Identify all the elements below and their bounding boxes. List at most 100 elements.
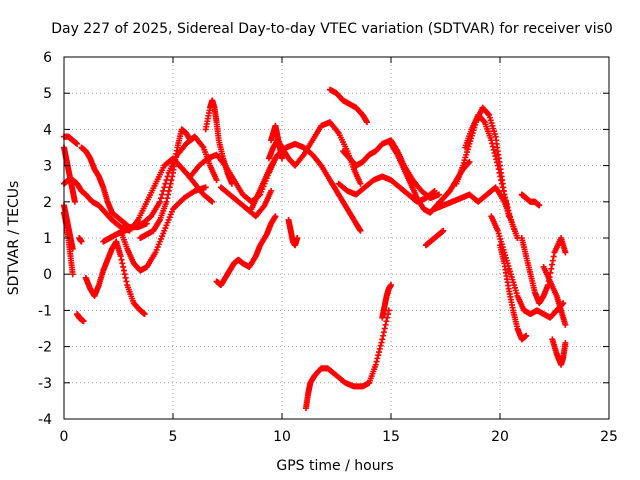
data-point	[376, 349, 383, 356]
data-point	[163, 198, 170, 205]
series-track-32	[497, 242, 530, 343]
data-point	[213, 177, 220, 184]
data-point	[489, 143, 496, 150]
y-tick-label: -4	[38, 412, 52, 428]
data-point	[503, 201, 510, 208]
x-axis-label: GPS time / hours	[276, 458, 393, 474]
series-track-22	[379, 282, 394, 321]
x-tick-label: 15	[382, 429, 400, 445]
y-tick-label: -1	[38, 303, 52, 319]
data-point	[383, 318, 390, 325]
data-point	[498, 180, 505, 187]
y-tick-label: -3	[38, 376, 52, 392]
data-point	[388, 282, 394, 289]
data-point	[74, 140, 81, 147]
series-track-26	[388, 140, 473, 216]
axis-ticks: 0 5 10 15 20 25 -4 -3 -2 -1 0 1 2 3 4 5 6	[38, 50, 618, 445]
data-point	[202, 184, 209, 191]
data-point	[385, 307, 392, 314]
data-point	[502, 194, 509, 201]
data-point	[191, 133, 198, 140]
data-point	[499, 184, 506, 191]
data-point	[117, 253, 124, 260]
data-point	[489, 140, 496, 147]
data-point	[161, 184, 168, 191]
data-point	[497, 173, 504, 180]
data-point	[167, 180, 174, 187]
data-point	[357, 180, 364, 187]
data-point	[160, 187, 167, 194]
series-track-23	[326, 86, 371, 126]
data-point	[121, 271, 128, 278]
y-tick-label: 2	[43, 195, 52, 211]
data-point	[501, 191, 508, 198]
y-tick-label: 0	[43, 267, 52, 283]
data-point	[209, 198, 216, 205]
y-tick-label: 4	[43, 122, 52, 138]
data-point	[78, 238, 85, 245]
data-point	[502, 197, 509, 204]
series-track-27	[422, 227, 447, 249]
data-point	[119, 260, 126, 267]
series-track-15	[217, 184, 275, 220]
data-point	[169, 173, 176, 180]
data-point	[69, 271, 76, 278]
series-track-20	[285, 216, 301, 249]
y-tick-label: 5	[43, 86, 52, 102]
data-point	[120, 267, 127, 274]
series-track-02	[61, 133, 81, 147]
data-point	[493, 156, 500, 163]
series-track-14	[202, 97, 235, 187]
x-tick-label: 10	[273, 429, 291, 445]
series-track-06	[74, 311, 87, 325]
data-point	[549, 261, 556, 268]
data-point	[357, 227, 364, 234]
series-track-09	[82, 238, 148, 318]
series-track-07	[76, 235, 85, 245]
y-axis-label: SDTVAR / TECUs	[6, 181, 22, 296]
data-point	[141, 311, 148, 318]
data-point	[122, 274, 129, 281]
data-point	[268, 187, 275, 194]
series-track-08	[78, 144, 150, 231]
data-point	[466, 158, 473, 165]
data-point	[505, 207, 512, 214]
data-point	[377, 342, 384, 349]
y-tick-label: 1	[43, 231, 52, 247]
data-point	[164, 195, 171, 202]
data-point	[159, 191, 166, 198]
data-point	[500, 187, 507, 194]
plot-area	[61, 86, 569, 412]
data-point	[485, 111, 492, 118]
data-point	[158, 195, 165, 202]
data-point	[490, 146, 497, 153]
y-tick-label: 3	[43, 159, 52, 175]
data-point	[562, 249, 569, 256]
y-tick-label: 6	[43, 50, 52, 66]
data-point	[506, 210, 513, 217]
chart-title: Day 227 of 2025, Sidereal Day-to-day VTE…	[51, 21, 613, 37]
data-point	[294, 235, 301, 241]
data-point	[494, 162, 501, 169]
data-point	[562, 339, 569, 346]
series-track-30	[462, 111, 521, 241]
series-track-16	[213, 213, 279, 289]
data-point	[480, 118, 487, 125]
data-point	[120, 263, 127, 270]
data-point	[375, 352, 382, 359]
data-point	[498, 177, 505, 184]
data-point	[549, 257, 556, 264]
x-tick-label: 20	[491, 429, 509, 445]
data-point	[507, 213, 514, 220]
data-point	[162, 180, 169, 187]
data-point	[494, 159, 501, 166]
data-point	[364, 119, 371, 126]
data-point	[156, 198, 163, 205]
x-tick-label: 0	[60, 429, 69, 445]
data-point	[166, 184, 173, 191]
data-point	[118, 256, 125, 263]
data-point	[435, 191, 442, 198]
data-point	[372, 361, 379, 368]
data-point	[431, 187, 438, 194]
